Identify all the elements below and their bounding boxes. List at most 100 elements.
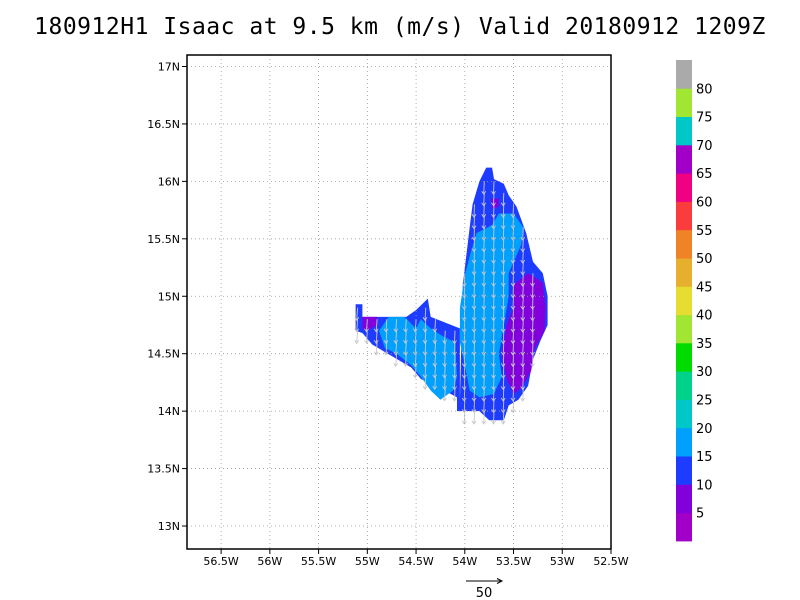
wind-vector-head-70 [471, 340, 477, 345]
wind-vector-35 [434, 342, 437, 355]
wind-vector-head-4 [364, 340, 369, 345]
wind-vector-head-172 [520, 282, 526, 287]
wind-vector-head-139 [500, 248, 506, 253]
wind-vector-head-163 [520, 386, 526, 391]
wind-vector-head-97 [481, 248, 487, 253]
wind-vector-head-141 [500, 225, 506, 230]
wind-vector-11 [385, 319, 388, 332]
wind-vector-head-106 [491, 386, 496, 391]
wind-vector-12 [395, 353, 398, 367]
wind-vector-91 [483, 307, 485, 321]
wind-vector-63 [473, 411, 475, 424]
wind-region-5 [362, 316, 378, 331]
wind-vector-head-154 [510, 294, 516, 299]
wind-vector-head-149 [510, 351, 516, 356]
wind-vector-78 [473, 238, 475, 252]
wind-vector-head-18 [403, 340, 408, 345]
wind-vector-head-25 [422, 385, 428, 391]
wind-vector-head-140 [500, 236, 506, 241]
wind-vector-93 [483, 284, 485, 298]
y-axis-ticks: 13N 13.5N 14N 14.5N 15N 15.5N 16N 16.5N 17N [147, 60, 187, 533]
wind-vector-head-99 [481, 225, 487, 230]
wind-vector-head-19 [403, 328, 408, 333]
wind-vector-130 [502, 342, 505, 356]
wind-vector-head-7 [373, 340, 379, 345]
colorbar-segment-2 [676, 484, 692, 514]
wind-vector-149 [512, 342, 514, 356]
wind-vector-head-55 [461, 363, 467, 368]
wind-vector-head-24 [412, 328, 418, 333]
reference-vector: 50 [466, 578, 504, 600]
wind-vector-head-59 [461, 317, 467, 322]
wind-vector-1 [356, 330, 359, 344]
wind-vector-121 [493, 204, 495, 218]
wind-vector-83 [483, 399, 485, 413]
wind-vector-head-42 [442, 351, 447, 356]
wind-vector-head-21 [412, 363, 418, 368]
wind-vector-25 [424, 376, 427, 390]
wind-vector-head-41 [442, 363, 447, 368]
colorbar-segment-13 [676, 173, 692, 202]
y-tick-label: 13.5N [147, 463, 180, 476]
wind-vector-head-72 [471, 317, 477, 322]
wind-vector-head-83 [481, 409, 487, 414]
wind-vector-41 [444, 353, 446, 367]
wind-vector-23 [414, 330, 417, 344]
wind-vector-19 [405, 319, 407, 332]
colorbar-label: 70 [696, 139, 713, 154]
wind-vector-76 [473, 261, 475, 275]
wind-vector-126 [502, 388, 505, 402]
wind-vector-head-9 [383, 351, 389, 356]
wind-vector-60 [463, 296, 466, 310]
chart-title: 180912H1 Isaac at 9.5 km (m/s) Valid 201… [34, 14, 766, 40]
wind-vector-head-43 [442, 340, 447, 345]
wind-vector-head-60 [461, 305, 467, 310]
wind-vector-165 [522, 353, 524, 367]
colorbar-segment-16 [676, 88, 692, 117]
wind-vector-112 [493, 307, 495, 321]
wind-vector-40 [444, 365, 446, 378]
wind-vector-32 [434, 376, 437, 390]
wind-vector-56 [463, 342, 466, 356]
wind-vector-47 [454, 353, 456, 367]
wind-vector-108 [493, 353, 495, 367]
wind-vector-head-101 [481, 202, 487, 207]
wind-vector-head-49 [452, 340, 457, 345]
wind-vector-18 [405, 330, 407, 344]
wind-vector-81 [473, 204, 475, 218]
wind-vector-28 [424, 342, 427, 355]
wind-vector-head-92 [481, 305, 487, 310]
wind-vector-head-62 [461, 282, 467, 287]
wind-vector-13 [395, 342, 398, 355]
wind-vector-head-178 [530, 351, 535, 356]
wind-vector-64 [473, 399, 475, 413]
wind-vector-head-115 [491, 282, 496, 287]
wind-vector-head-48 [452, 351, 457, 356]
wind-vector-head-14 [393, 340, 399, 345]
wind-vector-14 [395, 330, 398, 344]
wind-vector-67 [473, 365, 475, 379]
wind-vector-head-117 [491, 259, 496, 264]
colorbar-segment-10 [676, 258, 692, 287]
wind-vector-52 [463, 388, 466, 402]
wind-vector-80 [473, 215, 475, 229]
colorbar-label: 15 [696, 450, 713, 465]
wind-vector-head-8 [373, 328, 379, 333]
wind-vector-head-16 [403, 363, 408, 368]
wind-vector-head-71 [471, 328, 477, 333]
wind-vector-head-133 [500, 317, 506, 322]
wind-vector-head-73 [471, 305, 477, 310]
wind-vector-46 [454, 365, 456, 379]
y-tick-label: 15.5N [147, 233, 180, 246]
wind-vector-head-29 [422, 340, 428, 345]
wind-vector-head-1 [354, 340, 360, 345]
wind-vector-113 [493, 296, 495, 310]
wind-vector-head-112 [491, 317, 496, 322]
wind-vector-129 [502, 353, 505, 367]
wind-vector-36 [434, 330, 437, 344]
wind-vector-168 [522, 319, 524, 333]
wind-vector-head-5 [364, 328, 369, 333]
wind-vector-head-10 [383, 340, 389, 345]
wind-vector-66 [473, 376, 475, 390]
